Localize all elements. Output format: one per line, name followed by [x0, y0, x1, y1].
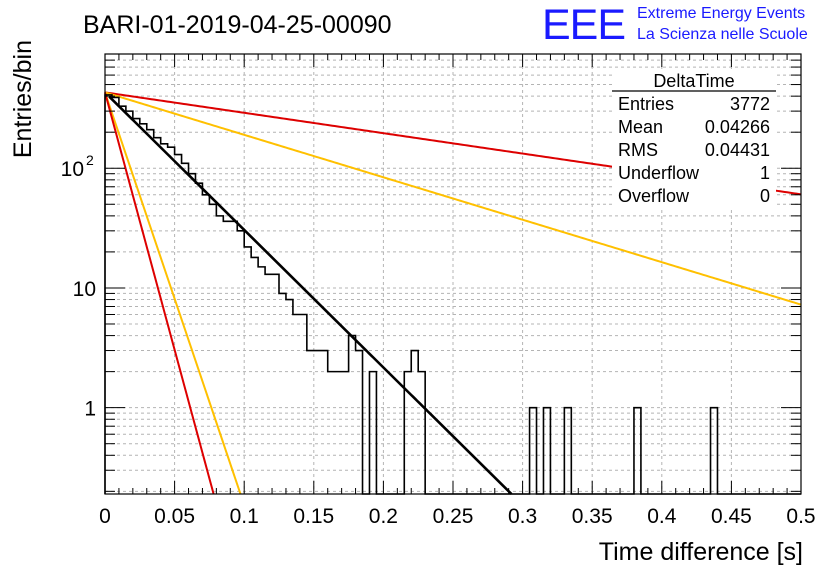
stats-box: DeltaTime Entries 3772 Mean 0.04266 RMS 0.044… [612, 71, 776, 210]
y-axis-label: Entries/bin [9, 40, 37, 158]
x-tick-label: 0.35 [572, 505, 613, 528]
x-tick-label: 0.05 [154, 505, 195, 528]
x-tick-label: 0.4 [647, 505, 677, 528]
stats-row-label: Mean [618, 117, 663, 137]
eee-logo: EEE Extreme Energy Events La Scienza nel… [542, 1, 808, 49]
stats-row-label: Entries [618, 94, 674, 114]
stats-row-value: 0.04431 [705, 140, 770, 160]
stats-box-background [612, 72, 776, 210]
stats-row-label: RMS [618, 140, 658, 160]
grid-lines [105, 54, 801, 494]
x-tick-label: 0.45 [711, 505, 752, 528]
x-tick-label: 0 [99, 505, 111, 528]
eee-logo-letters: EEE [542, 1, 625, 49]
x-tick-label: 0.5 [786, 505, 815, 528]
stats-row-label: Underflow [618, 163, 700, 183]
tick-labels: 0 0.05 0.1 0.15 0.2 0.25 0.3 0.35 0.4 0.45 0.51101… [61, 152, 816, 528]
stats-row-value: 3772 [730, 94, 770, 114]
stats-row-value: 0 [760, 186, 770, 206]
x-tick-label: 0.3 [508, 505, 537, 528]
y-tick-label: 1 [84, 398, 96, 421]
x-tick-label: 0.25 [433, 505, 474, 528]
eee-logo-line1: Extreme Energy Events [637, 5, 805, 22]
fit-curve [108, 95, 513, 495]
exp-curve-5 [104, 92, 215, 495]
x-tick-label: 0.15 [293, 505, 334, 528]
exp-curve-4 [104, 92, 242, 495]
stats-row-value: 0.04266 [705, 117, 770, 137]
y-tick-label-exponent: 2 [86, 152, 94, 168]
eee-logo-line2: La Scienza nelle Scuole [637, 26, 808, 43]
x-tick-label: 0.1 [230, 505, 259, 528]
stats-row-label: Overflow [618, 186, 690, 206]
run-title: BARI-01-2019-04-25-00090 [83, 11, 392, 39]
stats-row-value: 1 [760, 163, 770, 183]
y-tick-label: 10 [73, 278, 96, 301]
exp-curve-3 [104, 91, 802, 306]
x-axis-label: Time difference [s] [599, 538, 803, 566]
stats-box-title: DeltaTime [653, 71, 734, 91]
x-tick-label: 0.2 [369, 505, 398, 528]
axis-ticks [104, 54, 802, 494]
y-tick-label: 10 [61, 158, 84, 181]
